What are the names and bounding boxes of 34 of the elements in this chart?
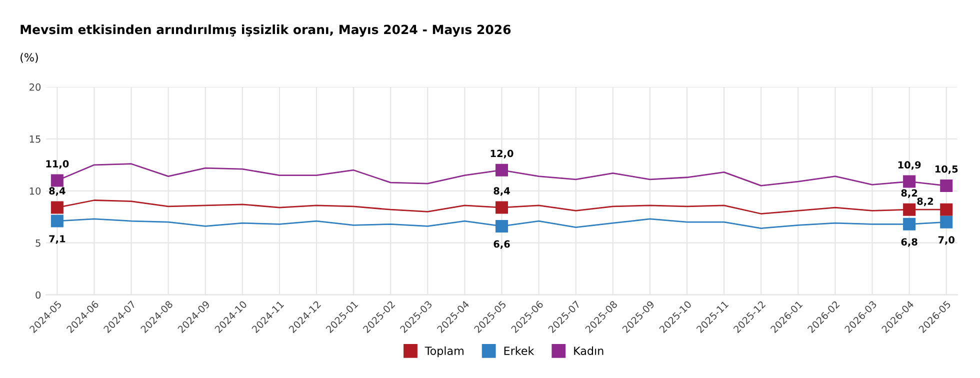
legend-label: Erkek bbox=[504, 346, 534, 356]
data-label: 6,6 bbox=[494, 240, 510, 249]
data-label: 8,4 bbox=[49, 187, 66, 196]
chart-subtitle: (%) bbox=[20, 52, 38, 63]
y-tick-label: 10 bbox=[30, 187, 41, 195]
y-tick-label: 20 bbox=[30, 83, 41, 91]
point bbox=[496, 201, 508, 214]
data-label: 8,2 bbox=[917, 198, 933, 206]
y-tick-label: 0 bbox=[36, 291, 41, 299]
point bbox=[940, 179, 953, 192]
point bbox=[50, 174, 64, 187]
data-label: 8,4 bbox=[494, 187, 510, 196]
data-label: 7,1 bbox=[49, 235, 66, 244]
point bbox=[903, 218, 916, 230]
chart-title: Mevsim etkisinden arındırılmış işsizlik oranı, Mayıs 2024 - Mayıs 2026 bbox=[20, 24, 511, 37]
data-label: 6,8 bbox=[901, 238, 918, 247]
data-label: 10,5 bbox=[935, 165, 958, 174]
data-label: 8,2 bbox=[901, 189, 918, 198]
data-label: 10,9 bbox=[898, 161, 921, 170]
point bbox=[940, 216, 953, 228]
point bbox=[903, 203, 916, 216]
legend-label: Toplam bbox=[424, 346, 464, 358]
legend-label: Kadın bbox=[574, 346, 604, 356]
point bbox=[496, 164, 508, 176]
point bbox=[496, 220, 508, 232]
point bbox=[940, 203, 953, 216]
point bbox=[50, 214, 64, 228]
y-tick-label: 15 bbox=[30, 136, 40, 143]
data-label: 11,0 bbox=[46, 160, 69, 169]
y-tick-label: 5 bbox=[36, 239, 40, 247]
data-label: 12,0 bbox=[490, 150, 514, 158]
point bbox=[903, 175, 916, 188]
data-label: 7,0 bbox=[938, 236, 954, 245]
point bbox=[50, 201, 64, 214]
